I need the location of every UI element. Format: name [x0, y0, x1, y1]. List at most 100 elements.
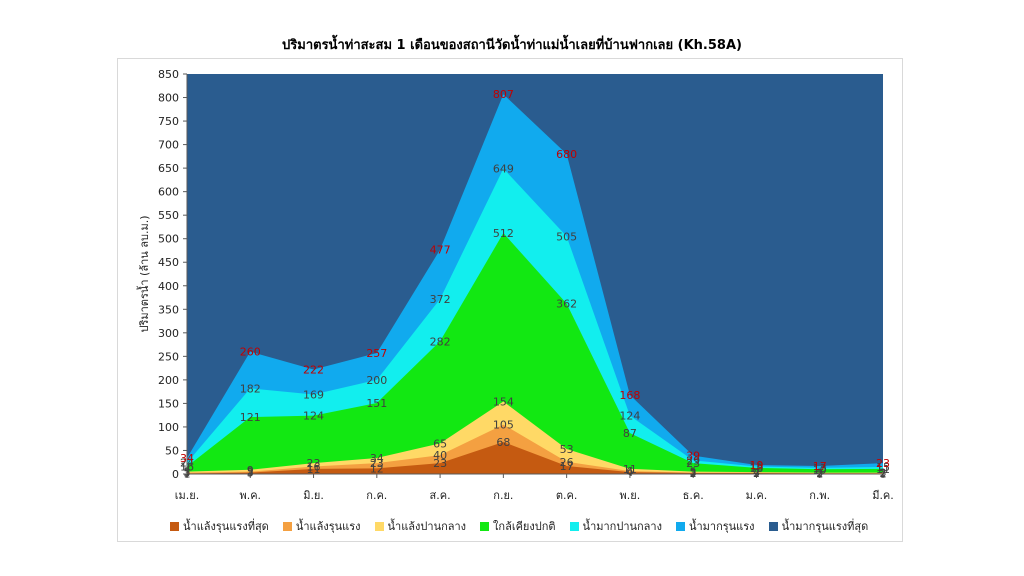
- data-label: 16: [180, 460, 194, 473]
- y-tick-label: 750: [158, 115, 179, 128]
- data-label: 11: [307, 463, 321, 476]
- data-label: 5: [690, 466, 697, 479]
- data-label: 807: [493, 88, 514, 101]
- data-label: 372: [430, 293, 451, 306]
- data-label: 10: [813, 463, 827, 476]
- data-label: 282: [430, 335, 451, 348]
- data-label: 1: [816, 468, 823, 481]
- x-tick-label: พ.ย.: [620, 489, 641, 502]
- data-label: 15: [876, 461, 890, 474]
- x-tick-label: ก.ค.: [366, 489, 387, 502]
- data-label: 23: [307, 457, 321, 470]
- legend-label: น้ำแล้งรุนแรง: [295, 520, 361, 533]
- data-label: 68: [496, 436, 510, 449]
- data-label: 3: [184, 467, 191, 480]
- data-label: 26: [560, 456, 574, 469]
- legend-swatch: [374, 521, 384, 531]
- data-label: 2: [753, 467, 760, 480]
- legend-swatch: [675, 521, 685, 531]
- data-label: 680: [556, 148, 577, 161]
- data-label: 4: [753, 466, 760, 479]
- area-series-1: [187, 424, 883, 474]
- data-label: 3: [753, 467, 760, 480]
- y-axis-title: ปริมาตรน้ำ (ล้าน ลบ.ม.): [136, 215, 151, 332]
- data-label: 23: [686, 457, 700, 470]
- data-label: 87: [623, 427, 637, 440]
- data-label: 200: [366, 374, 387, 387]
- x-tick-label: ธ.ค.: [683, 489, 704, 502]
- data-label: 649: [493, 163, 514, 176]
- legend-item: น้ำแล้งรุนแรง: [282, 517, 361, 535]
- legend-label: น้ำแล้งปานกลาง: [387, 520, 467, 533]
- x-tick-label: ก.ย.: [493, 489, 513, 502]
- data-label: 23: [370, 457, 384, 470]
- x-tick-label: ก.พ.: [809, 489, 830, 502]
- y-tick-label: 450: [158, 256, 179, 269]
- data-label: 17: [813, 460, 827, 473]
- data-label: 23: [876, 457, 890, 470]
- x-tick-label: ม.ค.: [746, 489, 768, 502]
- area-series-2: [187, 401, 883, 474]
- data-label: 12: [370, 462, 384, 475]
- data-label: 222: [303, 364, 324, 377]
- data-label: 3: [816, 467, 823, 480]
- data-label: 3: [690, 467, 697, 480]
- data-label: 3: [247, 467, 254, 480]
- data-label: 19: [749, 459, 763, 472]
- data-label: 105: [493, 419, 514, 432]
- y-tick-label: 50: [165, 444, 179, 457]
- y-tick-label: 500: [158, 233, 179, 246]
- data-label: 1: [184, 468, 191, 481]
- data-label: 362: [556, 298, 577, 311]
- legend: น้ำแล้งรุนแรงที่สุด น้ำแล้งรุนแรง น้ำแล้งป…: [170, 517, 868, 535]
- legend-item: น้ำแล้งปานกลาง: [374, 517, 467, 535]
- area-series-3: [187, 233, 883, 474]
- data-label: 11: [876, 463, 890, 476]
- data-label: 2: [880, 467, 887, 480]
- data-label: 121: [240, 411, 261, 424]
- legend-item: น้ำมากปานกลาง: [569, 517, 662, 535]
- chart-title: ปริมาตรน้ำท่าสะสม 1 เดือนของสถานีวัดน้ำท…: [282, 38, 742, 53]
- y-tick-label: 650: [158, 162, 179, 175]
- x-tick-label: เม.ย.: [175, 489, 199, 502]
- y-tick-label: 200: [158, 374, 179, 387]
- y-tick-label: 0: [172, 468, 179, 481]
- data-label: 169: [303, 388, 324, 401]
- data-label: 16: [749, 460, 763, 473]
- legend-item: น้ำมากรุนแรงที่สุด: [768, 517, 869, 535]
- legend-swatch: [480, 521, 490, 531]
- data-label: 39: [686, 450, 700, 463]
- data-label: 477: [430, 244, 451, 257]
- data-label: 182: [240, 382, 261, 395]
- data-label: 17: [560, 460, 574, 473]
- y-tick-label: 300: [158, 327, 179, 340]
- y-tick-label: 100: [158, 421, 179, 434]
- legend-swatch: [170, 521, 179, 531]
- data-label: 5: [247, 466, 254, 479]
- data-label: 168: [619, 389, 640, 402]
- x-tick-label: พ.ค.: [239, 489, 261, 502]
- data-label: 40: [433, 449, 447, 462]
- legend-swatch: [569, 521, 579, 531]
- x-tick-label: มี.ค.: [872, 489, 894, 502]
- data-label: 65: [433, 437, 447, 450]
- legend-swatch: [768, 521, 778, 531]
- y-tick-label: 550: [158, 209, 179, 222]
- legend-label: น้ำมากปานกลาง: [582, 520, 662, 533]
- data-label: 4: [626, 466, 633, 479]
- y-tick-label: 850: [158, 68, 179, 81]
- data-label: 151: [366, 397, 387, 410]
- legend-label: น้ำมากรุนแรง: [688, 520, 755, 533]
- legend-label: น้ำมากรุนแรงที่สุด: [781, 520, 869, 533]
- x-tick-label: มิ.ย.: [303, 489, 324, 502]
- data-label: 2: [816, 467, 823, 480]
- legend-label: ใกล้เคียงปกติ: [493, 520, 556, 533]
- y-tick-label: 800: [158, 92, 179, 105]
- y-tick-label: 600: [158, 186, 179, 199]
- data-label: 124: [619, 410, 640, 423]
- data-label: 16: [307, 460, 321, 473]
- chart-frame: [117, 58, 903, 542]
- data-label: 2: [690, 467, 697, 480]
- data-label: 5: [184, 466, 191, 479]
